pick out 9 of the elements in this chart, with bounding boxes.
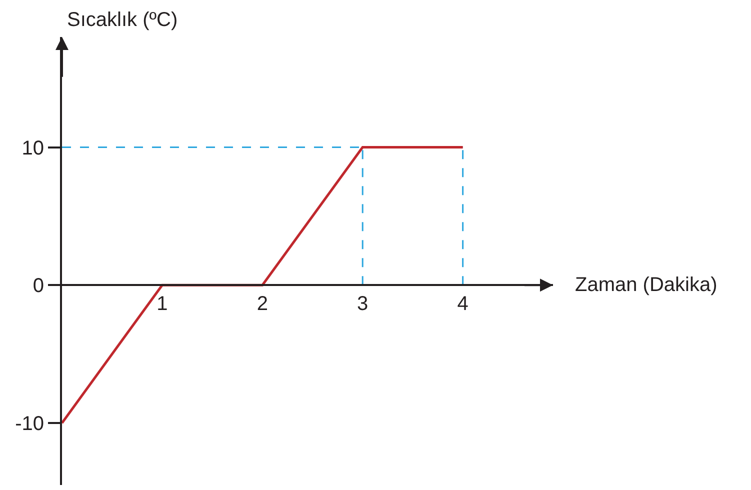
x-tick-label: 3 <box>357 293 368 316</box>
y-tick-label: -10 <box>15 412 44 435</box>
y-tick-label: 0 <box>32 275 44 298</box>
y-tick-label: 10 <box>22 137 44 160</box>
x-tick-label: 1 <box>156 293 168 316</box>
y-axis-title: Sıcaklık (ºC) <box>67 9 178 31</box>
x-axis-title: Zaman (Dakika) <box>575 274 718 296</box>
x-tick-label: 2 <box>256 293 268 316</box>
x-tick-label: 4 <box>457 293 468 316</box>
